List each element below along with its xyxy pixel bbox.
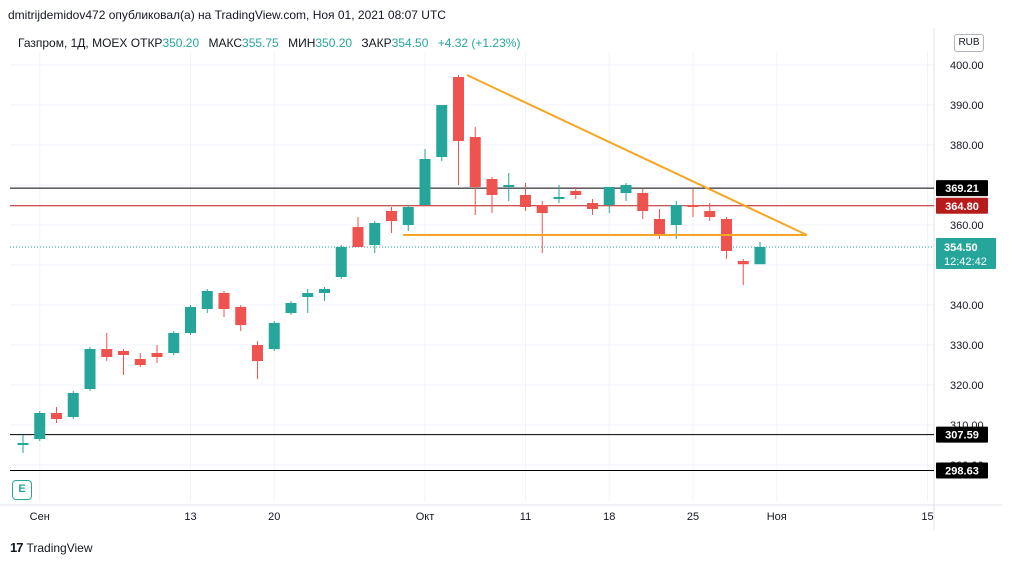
last-price-label-bg — [936, 238, 996, 269]
symbol-label: Газпром, 1Д, MOEX — [18, 36, 128, 50]
x-tick-label: Сен — [30, 511, 50, 523]
candle-body — [503, 185, 515, 187]
level-label-bg — [936, 197, 988, 214]
candle-body — [587, 203, 598, 209]
earnings-badge[interactable]: E — [12, 480, 32, 500]
level-label: 298.63 — [945, 465, 979, 477]
candle-body — [335, 247, 347, 277]
symbol-legend: Газпром, 1Д, MOEX ОТКР350.20 МАКС355.75 … — [18, 36, 520, 50]
candle-body — [34, 413, 46, 439]
candle-body — [469, 137, 481, 187]
candle-body — [486, 179, 498, 195]
candle-body — [704, 211, 716, 217]
y-tick-label: 340.00 — [950, 300, 984, 312]
horizontal-levels — [10, 187, 934, 471]
x-tick-label: 13 — [184, 511, 196, 523]
candle-body — [252, 345, 263, 361]
candle-body — [151, 353, 163, 357]
candle-body — [118, 351, 129, 355]
level-label: 369.21 — [945, 183, 979, 195]
high-label: МАКС — [208, 36, 243, 50]
tradingview-brand: TradingView — [26, 540, 93, 555]
x-tick-label: 15 — [921, 511, 933, 523]
candle-body — [17, 443, 29, 445]
candle-body — [402, 207, 414, 225]
candle-body — [285, 303, 297, 313]
change-value: +4.32 (+1.23%) — [437, 36, 521, 50]
level-label: 307.59 — [945, 430, 979, 442]
tradingview-mark-icon: 17 — [10, 540, 24, 555]
tradingview-logo[interactable]: 17 TradingView — [10, 540, 93, 555]
trendlines — [403, 74, 808, 236]
candle-body — [419, 159, 431, 205]
y-tick-label: 390.00 — [950, 100, 984, 112]
candle-body — [687, 205, 699, 207]
level-label-bg — [936, 180, 988, 197]
y-tick-label: 380.00 — [950, 140, 984, 152]
candle-body — [352, 227, 364, 247]
candle-body — [453, 77, 464, 141]
open-label: ОТКР — [130, 36, 163, 50]
x-tick-label: 11 — [520, 511, 531, 523]
x-tick-label: Окт — [416, 511, 435, 523]
last-price-label: 354.50 — [944, 242, 978, 254]
currency-button[interactable]: RUB — [954, 34, 984, 52]
candle-body — [319, 289, 330, 293]
candle-body — [218, 293, 230, 309]
candle-body — [67, 393, 79, 417]
candle-body — [436, 105, 448, 157]
countdown-label: 12:42:42 — [944, 256, 987, 268]
candle-body — [185, 307, 196, 333]
candle-body — [637, 193, 649, 211]
candle-body — [570, 191, 582, 195]
candle-body — [51, 413, 62, 419]
candle-body — [235, 307, 247, 325]
candle-body — [369, 223, 381, 245]
candle-body — [520, 195, 531, 207]
candle-body — [754, 247, 766, 265]
y-tick-label: 320.00 — [950, 380, 984, 392]
candle-body — [168, 333, 180, 353]
price-labels: 369.21 364.80 307.59 298.63 354.50 12:42:42 — [936, 180, 996, 479]
candle-body — [737, 261, 749, 265]
low-label: МИН — [288, 36, 316, 50]
candle-body — [620, 185, 632, 193]
candle-body — [386, 211, 397, 221]
candle-body — [670, 205, 682, 225]
grid — [10, 52, 934, 502]
x-tick-label: Ноя — [767, 511, 787, 523]
open-value: 350.20 — [162, 36, 200, 50]
y-tick-label: 360.00 — [950, 220, 984, 232]
author-line: dmitrijdemidov472 опубликовал(а) на Trad… — [8, 8, 446, 22]
close-label: ЗАКР — [361, 36, 392, 50]
candle-body — [201, 291, 213, 309]
y-tick-label: 330.00 — [950, 340, 984, 352]
axes: 400.00390.00380.00370.00360.00350.00340.… — [0, 28, 1002, 530]
close-value: 354.50 — [391, 36, 429, 50]
candles — [17, 75, 766, 453]
level-label: 364.80 — [945, 201, 979, 213]
candle-body — [553, 197, 565, 199]
x-tick-label: 20 — [268, 511, 280, 523]
y-tick-label: 400.00 — [950, 60, 984, 72]
trendline — [466, 74, 808, 236]
level-label-bg — [936, 462, 988, 479]
candle-body — [268, 323, 280, 349]
candle-body — [603, 187, 615, 205]
level-label-bg — [936, 426, 988, 443]
candle-body — [101, 349, 113, 357]
x-tick-label: 25 — [687, 511, 699, 523]
candle-body — [654, 219, 665, 235]
x-tick-label: 18 — [603, 511, 615, 523]
candle-body — [302, 293, 314, 297]
low-value: 350.20 — [315, 36, 353, 50]
candle-body — [134, 359, 146, 365]
high-value: 355.75 — [242, 36, 279, 50]
candle-body — [84, 349, 96, 389]
candle-body — [536, 205, 548, 213]
